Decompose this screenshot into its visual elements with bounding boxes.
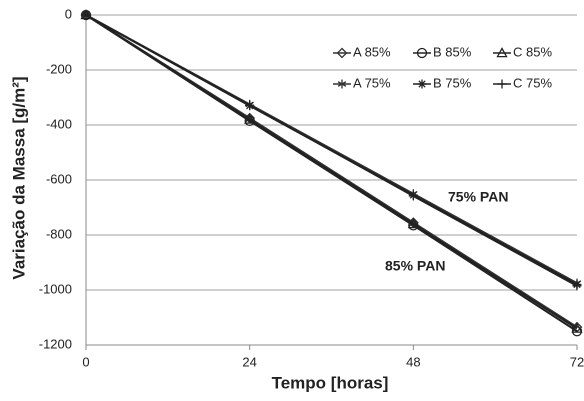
- marker: [407, 218, 419, 229]
- marker: [572, 281, 582, 291]
- y-tick-label: -800: [46, 226, 72, 241]
- x-tick-label: 72: [570, 354, 584, 369]
- marker-stroke: [337, 81, 347, 87]
- legend-label: C 75%: [513, 75, 552, 90]
- marker: [416, 47, 428, 59]
- marker-stroke: [418, 80, 426, 88]
- marker: [417, 79, 427, 89]
- marker-shape: [416, 47, 428, 59]
- legend-label: A 75%: [353, 75, 391, 90]
- marker: [336, 47, 348, 59]
- marker: [571, 322, 583, 333]
- legend-label: B 85%: [433, 44, 472, 59]
- x-tick-label: 24: [242, 354, 256, 369]
- marker-shape: [496, 47, 508, 58]
- y-tick-label: -200: [46, 61, 72, 76]
- y-tick-label: -400: [46, 116, 72, 131]
- marker: [245, 100, 255, 110]
- x-tick-label: 48: [406, 354, 420, 369]
- annotation: 75% PAN: [448, 189, 508, 205]
- marker: [408, 220, 419, 231]
- marker: [244, 113, 256, 124]
- marker-shape: [244, 115, 255, 127]
- marker-shape: [336, 47, 348, 59]
- marker-shape: [408, 220, 419, 231]
- marker: [408, 191, 418, 201]
- y-tick-label: -600: [46, 171, 72, 186]
- marker: [244, 115, 255, 127]
- x-axis-title: Tempo [horas]: [272, 373, 389, 392]
- y-tick-label: -1200: [39, 336, 72, 351]
- marker: [497, 79, 507, 89]
- y-tick-label: 0: [65, 6, 72, 21]
- marker-shape: [407, 218, 419, 229]
- legend-label: B 75%: [433, 75, 472, 90]
- marker: [337, 79, 347, 89]
- legend-label: C 85%: [513, 44, 552, 59]
- annotation: 85% PAN: [385, 258, 445, 274]
- y-axis-title: Variação da Massa [g/m²]: [9, 76, 28, 279]
- y-tick-label: -1000: [39, 281, 72, 296]
- legend-label: A 85%: [353, 44, 391, 59]
- marker-shape: [571, 322, 583, 333]
- x-tick-label: 0: [82, 354, 89, 369]
- marker-shape: [244, 113, 256, 124]
- series-line: [85, 14, 578, 330]
- marker: [81, 10, 91, 20]
- series-line: [85, 14, 578, 287]
- marker: [496, 47, 508, 58]
